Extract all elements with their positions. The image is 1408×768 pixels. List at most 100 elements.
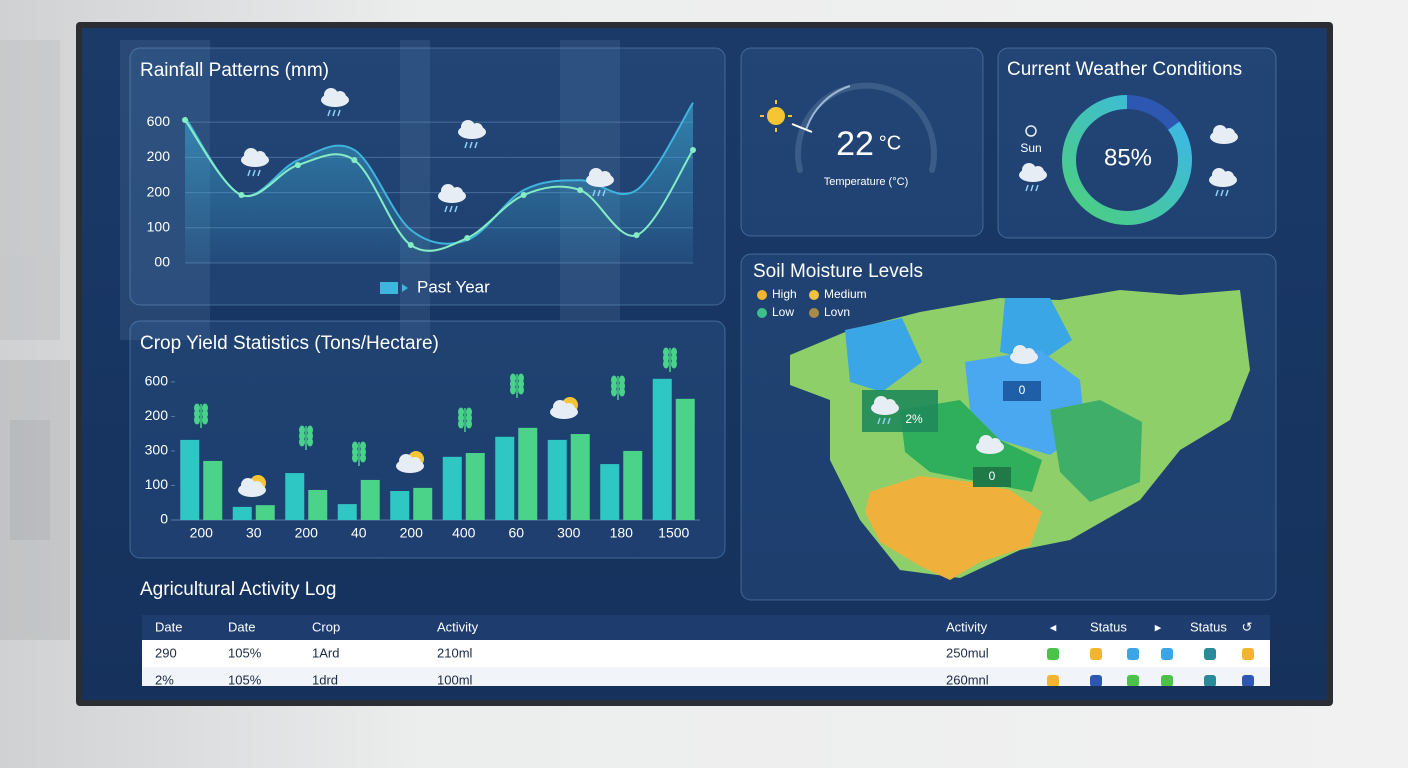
bar xyxy=(337,504,357,520)
rainfall-line xyxy=(184,119,694,252)
cloud-icon xyxy=(409,457,421,469)
wheat-grain xyxy=(619,387,625,397)
status-icon xyxy=(1161,675,1173,686)
y-tick-label: 00 xyxy=(154,254,170,270)
wheat-grain xyxy=(360,453,366,463)
gauge-track xyxy=(795,82,937,173)
y-tick-label: 200 xyxy=(147,183,171,199)
activity-log: Agricultural Activity Log 290 105% 1Ard 210… xyxy=(140,579,1270,687)
cloud-icon xyxy=(251,481,263,493)
bar xyxy=(547,439,567,520)
temperature-label: Temperature (°C) xyxy=(824,176,908,188)
table-cell: 105% xyxy=(228,672,262,687)
cloud-icon xyxy=(451,187,463,199)
map-region xyxy=(845,318,922,392)
bar xyxy=(390,491,410,520)
rainfall-chart: Rainfall Patterns (mm) 600 200 200 100 00 Pas… xyxy=(140,60,696,296)
legend-swatch xyxy=(757,308,767,318)
column-header: Activity xyxy=(946,619,988,634)
temperature-panel xyxy=(740,47,984,237)
rain-drop xyxy=(464,141,468,149)
cloud-icon xyxy=(254,151,266,163)
legend-arrow xyxy=(402,284,408,292)
x-tick-label: 60 xyxy=(508,525,524,541)
soil-moisture: Soil Moisture Levels 2% 0 0 High Medium Lo… xyxy=(753,261,1250,580)
map-badge xyxy=(1003,381,1041,401)
x-tick-label: 40 xyxy=(351,525,367,541)
rainfall-title: Rainfall Patterns (mm) xyxy=(140,60,329,81)
table-body: 290 105% 1Ard 210ml 250mul 2% 105% 1drd 100ml 260… xyxy=(142,640,1270,687)
bar xyxy=(308,489,328,520)
rain-drop xyxy=(252,169,256,177)
rain-drop xyxy=(602,189,606,197)
rain-drop xyxy=(474,141,478,149)
cloud-icon xyxy=(1223,128,1235,140)
table-cell: 250mul xyxy=(946,645,989,660)
column-header: Activity xyxy=(437,619,479,634)
status-icon xyxy=(1127,675,1139,686)
rain-drop xyxy=(887,417,891,425)
wheat-grain xyxy=(307,437,313,447)
wheat-grain xyxy=(458,419,464,429)
bar xyxy=(232,506,252,520)
sun-outline-icon xyxy=(1025,125,1037,137)
rain-drop xyxy=(882,417,886,425)
status-icon xyxy=(1090,675,1102,686)
wheat-grain xyxy=(671,359,677,369)
rain-drop xyxy=(1215,189,1219,197)
wheat-grain xyxy=(466,419,472,429)
cloud-icon xyxy=(884,399,896,411)
rainfall-point xyxy=(182,117,188,124)
wheat-grain xyxy=(194,415,200,425)
rain-drop xyxy=(1025,184,1029,192)
rainfall-point xyxy=(238,192,245,199)
temperature-value: 22 xyxy=(836,125,874,163)
map-label: 2% xyxy=(905,412,923,426)
x-tick-label: 180 xyxy=(610,525,634,541)
legend-label: Low xyxy=(772,305,794,319)
status-icon xyxy=(1204,675,1216,686)
bar xyxy=(255,505,275,520)
bar xyxy=(495,436,515,520)
legend-swatch xyxy=(809,290,819,300)
wheat-grain xyxy=(518,385,524,395)
cloud-icon xyxy=(1023,348,1035,360)
rain-drop xyxy=(877,417,881,425)
column-header: ▸ xyxy=(1155,619,1162,634)
rainfall-area xyxy=(185,102,693,264)
bar xyxy=(652,378,672,520)
rainfall-point xyxy=(633,232,640,239)
crop-title: Crop Yield Statistics (Tons/Hectare) xyxy=(140,333,439,354)
rainfall-point xyxy=(294,162,301,169)
table-row xyxy=(142,667,1270,686)
y-tick-label: 200 xyxy=(147,148,171,164)
bar xyxy=(285,473,305,520)
legend-swatch xyxy=(809,308,819,318)
cloud-icon xyxy=(1222,171,1234,183)
crop-chart: Crop Yield Statistics (Tons/Hectare) 600… xyxy=(140,333,700,541)
table-cell: 1drd xyxy=(312,672,338,687)
bar xyxy=(360,479,380,520)
rainfall-point xyxy=(520,192,527,199)
soil-title: Soil Moisture Levels xyxy=(753,261,923,282)
sun-label: Sun xyxy=(1020,141,1041,155)
cloud-icon xyxy=(599,171,611,183)
y-tick-label: 300 xyxy=(145,442,169,458)
rain-drop xyxy=(1030,184,1034,192)
legend-label: Medium xyxy=(824,287,867,301)
y-tick-label: 100 xyxy=(145,476,169,492)
crop-panel xyxy=(129,320,726,559)
legend-label: Lovn xyxy=(824,305,850,319)
status-icon xyxy=(1242,675,1254,686)
rain-drop xyxy=(444,205,448,213)
y-tick-label: 600 xyxy=(145,373,169,389)
rainfall-point xyxy=(577,187,584,194)
y-tick-label: 200 xyxy=(145,407,169,423)
bar xyxy=(623,450,643,520)
map-label: 0 xyxy=(989,469,996,483)
gauge-needle xyxy=(791,123,813,133)
bar xyxy=(600,464,620,520)
table-cell: 290 xyxy=(155,645,177,660)
rainfall-point xyxy=(407,242,414,249)
cloud-icon xyxy=(471,123,483,135)
